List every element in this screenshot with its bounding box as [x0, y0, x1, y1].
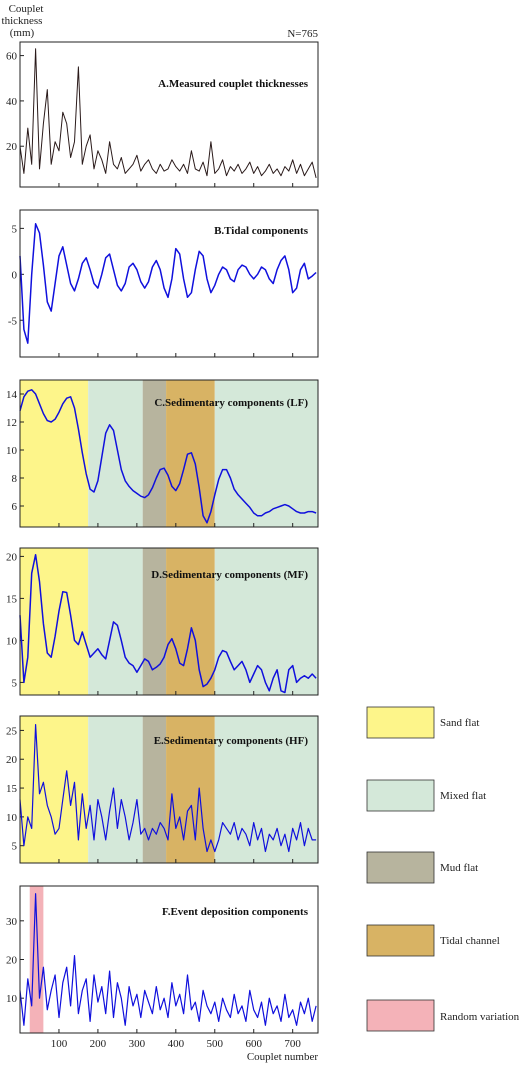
panel-c-ytick-label-14: 14 [6, 389, 18, 401]
panel-d-ytick-label-20: 20 [6, 551, 18, 563]
panel-d-band-mixed-1 [88, 548, 143, 695]
panel-b-ytick-label-0: 0 [12, 269, 18, 281]
panel-e-ytick-label-20: 20 [6, 754, 18, 766]
panel-c-sedimentary-lf: 6 8 10 12 14 C.Sedimentary components (LF) [6, 379, 319, 528]
panel-f-xtick-label-400: 400 [168, 1038, 185, 1050]
panel-a-frame [19, 41, 319, 188]
panel-d-sedimentary-mf: 5 10 15 20 D.Sedimentary components (MF) [6, 547, 319, 696]
panel-b-series-line [19, 223, 317, 344]
panel-d-frame [19, 547, 319, 696]
panel-c-ytick-label-6: 6 [12, 501, 18, 513]
panel-e-ytick-label-10: 10 [6, 812, 18, 824]
panel-e-title: E.Sedimentary components (HF) [154, 735, 309, 747]
panel-e-sedimentary-hf: 5 10 15 20 25 E.Sedimentary components (HF) [6, 715, 319, 864]
panel-d-title: D.Sedimentary components (MF) [151, 569, 308, 581]
panel-e-ytick-label-5: 5 [12, 841, 18, 853]
legend-swatch-mud [366, 851, 435, 884]
x-axis-title: Couplet number [247, 1051, 319, 1063]
panel-a-ticks: 20 40 60 [6, 51, 294, 187]
panel-b-ytick-label--5: -5 [8, 315, 18, 327]
panel-a-measured-thickness: 20 40 60 A.Measured couplet thicknesses N=… [2, 3, 319, 188]
panel-b-title: B.Tidal components [214, 225, 309, 237]
panel-f-series-line [19, 893, 317, 1026]
panel-e-frame [19, 715, 319, 864]
panel-f-ytick-label-20: 20 [6, 955, 18, 967]
panel-d-ytick-label-5: 5 [12, 677, 18, 689]
panel-e-band-mud-2 [142, 716, 167, 863]
panel-b-frame [19, 209, 319, 358]
panel-d-band-channel-3 [166, 548, 215, 695]
panel-c-ytick-label-12: 12 [6, 417, 17, 429]
panel-c-ytick-label-10: 10 [6, 445, 18, 457]
panel-a-title: A.Measured couplet thicknesses [158, 78, 309, 90]
panel-d-series-line [19, 553, 317, 694]
panel-b-tidal-components: -5 0 5 B.Tidal components [8, 209, 319, 358]
panel-a-ylabel-line-3: (mm) [10, 27, 35, 39]
legend-label-sand: Sand flat [440, 717, 479, 729]
legend-label-mixed: Mixed flat [440, 790, 486, 802]
panel-d-ticks: 5 10 15 20 [6, 551, 294, 695]
panel-b-ticks: -5 0 5 [8, 223, 294, 357]
panel-d-band-mud-2 [142, 548, 167, 695]
panel-c-facies-bands [20, 380, 318, 527]
panel-f-ticks: 10 20 30 100 200 300 400 500 600 700 [6, 916, 301, 1050]
legend-label-channel: Tidal channel [440, 935, 500, 947]
panel-f-ytick-label-30: 30 [6, 916, 18, 928]
panel-a-ylabel-line-2: thickness [2, 15, 43, 27]
panel-e-band-mixed-4 [214, 716, 318, 863]
panel-d-band-mixed-4 [214, 548, 318, 695]
panel-c-band-mud-2 [142, 380, 167, 527]
panel-e-band-sand-0 [20, 716, 89, 863]
panel-f-xtick-label-200: 200 [90, 1038, 107, 1050]
legend-swatch-sand [366, 706, 435, 739]
panel-f-ytick-label-10: 10 [6, 993, 18, 1005]
legend: Sand flat Mixed flat Mud flat Tidal chan… [366, 706, 520, 1032]
legend-swatch-random [366, 999, 435, 1032]
panel-f-title: F.Event deposition components [162, 906, 309, 918]
panel-c-band-sand-0 [20, 380, 89, 527]
panel-c-title: C.Sedimentary components (LF) [154, 397, 308, 409]
panel-c-band-mixed-1 [88, 380, 143, 527]
panel-f-frame [19, 885, 319, 1034]
panel-f-xtick-label-500: 500 [207, 1038, 224, 1050]
panel-f-xtick-label-700: 700 [284, 1038, 301, 1050]
panel-f-xtick-label-300: 300 [129, 1038, 146, 1050]
panel-e-ytick-label-15: 15 [6, 783, 18, 795]
panel-f-event-deposition: 10 20 30 100 200 300 400 500 600 700 F.Event depo… [6, 885, 319, 1063]
panel-a-ytick-label-40: 40 [6, 96, 18, 108]
legend-label-random: Random variation [440, 1011, 520, 1023]
panel-a-ytick-label-60: 60 [6, 51, 18, 63]
panel-f-xtick-label-600: 600 [245, 1038, 262, 1050]
panel-c-band-mixed-4 [214, 380, 318, 527]
panel-b-ytick-label-5: 5 [12, 223, 18, 235]
panel-e-band-mixed-1 [88, 716, 143, 863]
panel-a-annotation: N=765 [287, 28, 318, 40]
panel-a-series-line [19, 48, 317, 179]
panel-e-series-line [19, 724, 317, 853]
legend-swatch-mixed [366, 779, 435, 812]
panel-a-ytick-label-20: 20 [6, 141, 18, 153]
panel-e-facies-bands [20, 716, 318, 863]
panel-d-ytick-label-10: 10 [6, 635, 18, 647]
panel-c-ytick-label-8: 8 [12, 473, 18, 485]
panel-d-band-sand-0 [20, 548, 89, 695]
panel-e-ytick-label-25: 25 [6, 725, 18, 737]
panel-f-xtick-label-100: 100 [51, 1038, 68, 1050]
legend-swatch-channel [366, 924, 435, 957]
panel-a-ylabel-line-1: Couplet [9, 3, 44, 15]
panel-e-band-channel-3 [166, 716, 215, 863]
panel-d-ytick-label-15: 15 [6, 593, 18, 605]
legend-label-mud: Mud flat [440, 862, 478, 874]
panel-c-frame [19, 379, 319, 528]
panel-c-ticks: 6 8 10 12 14 [6, 389, 294, 527]
panel-c-series-line [19, 389, 317, 524]
